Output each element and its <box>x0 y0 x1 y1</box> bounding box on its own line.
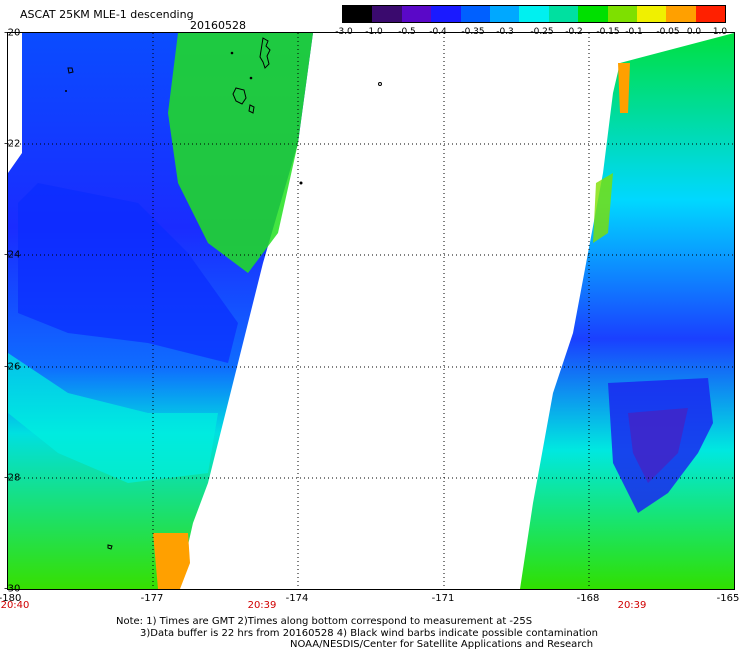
swath-right-lime <box>593 173 613 243</box>
lat-label: -22 <box>4 138 21 150</box>
note-line-3: NOAA/NESDIS/Center for Satellite Applica… <box>290 639 594 650</box>
lon-label: -177 <box>140 593 164 604</box>
map-plot: -20 -22 -24 -26 -28 -30 <box>4 28 735 595</box>
colorbar-segment <box>401 6 432 22</box>
note-line-2: 3)Data buffer is 22 hrs from 20160528 4)… <box>140 628 598 639</box>
colorbar-segment <box>695 6 726 22</box>
swath-left-cyan <box>8 353 218 483</box>
colorbar-segment <box>519 6 549 22</box>
lat-label: -24 <box>4 249 21 261</box>
lat-label: -20 <box>4 27 21 39</box>
island-dots <box>65 51 303 185</box>
colorbar-segment <box>489 6 520 22</box>
colorbar-segment <box>666 6 696 22</box>
lon-label: -165 <box>716 593 740 604</box>
swath-right <box>520 33 734 589</box>
lat-label: -28 <box>4 472 21 484</box>
colorbar-segment <box>431 6 461 22</box>
map-title: ASCAT 25KM MLE-1 descending <box>20 8 194 21</box>
swath-left-green <box>168 33 313 273</box>
lon-label: -174 <box>285 593 309 604</box>
colorbar-segment <box>372 6 402 22</box>
lat-label: -26 <box>4 361 21 373</box>
colorbar-segment <box>548 6 579 22</box>
swath-left-orange <box>153 533 190 589</box>
colorbar-segment <box>578 6 608 22</box>
note-line-1: Note: 1) Times are GMT 2)Times along bot… <box>116 616 533 627</box>
colorbar-segment <box>607 6 637 22</box>
map-grid <box>8 33 734 589</box>
swath-left-lowblue <box>18 183 238 363</box>
colorbar-segment <box>636 6 667 22</box>
lon-label: -171 <box>431 593 455 604</box>
time-label-mid: 20:39 <box>247 600 277 611</box>
lat-label: -30 <box>4 583 21 595</box>
swath-right-yellow <box>618 63 630 113</box>
colorbar <box>342 5 726 23</box>
time-label-left: 20:40 <box>0 600 30 611</box>
colorbar-segment <box>343 6 373 22</box>
map-date: 20160528 <box>190 19 246 32</box>
time-label-right: 20:39 <box>617 600 647 611</box>
island-outlines <box>67 37 382 550</box>
lon-label: -180 <box>0 593 22 604</box>
map-canvas <box>8 33 734 589</box>
colorbar-segment <box>460 6 490 22</box>
lon-label: -168 <box>576 593 600 604</box>
swath-right-purple <box>628 408 688 483</box>
